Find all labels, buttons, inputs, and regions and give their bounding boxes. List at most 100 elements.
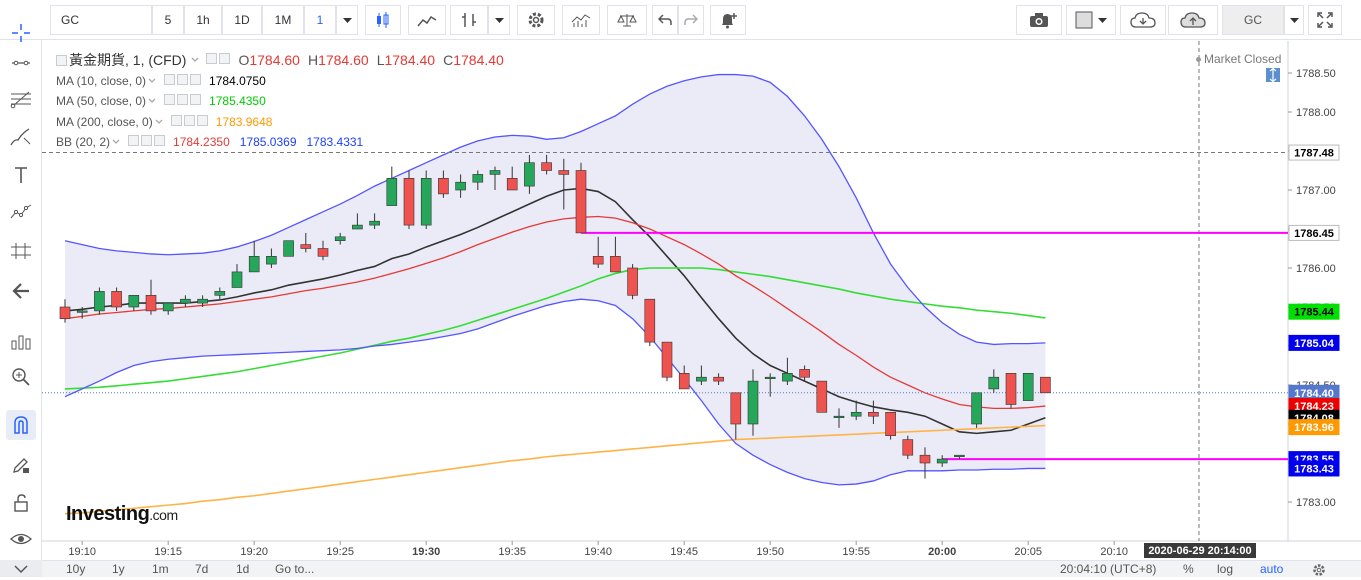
collapse-toolbar-button[interactable] [0,560,42,577]
study-label: MA (200, close, 0) [56,114,153,129]
chevron-down-icon [1289,17,1299,23]
layout-button[interactable] [1066,5,1116,35]
chevron-down-icon[interactable] [146,96,158,106]
interval-1d-button[interactable]: 1D [222,5,262,35]
chevron-down-icon[interactable] [146,76,158,86]
candles-style-button[interactable] [365,5,401,35]
study-ma10-row[interactable]: MA (10, close, 0) 1784.0750 [56,71,504,92]
symbol-input[interactable]: GC [50,5,152,35]
x-tick-label: 19:45 [670,546,698,558]
measure-tool[interactable] [6,326,36,356]
series-line-1 [64,267,1046,390]
hide-toolbar-button[interactable] [6,276,36,306]
range-1y-button[interactable]: 1y [112,562,125,576]
bar-style-button[interactable] [450,5,488,35]
redo-button[interactable] [678,5,704,35]
settings-button[interactable] [517,5,555,35]
candle-body [214,291,226,296]
settings-icon[interactable] [206,53,218,65]
candle-body [76,310,88,313]
price-label: 1783.43 [1294,463,1334,475]
symbol-select-dropdown[interactable] [1284,5,1304,35]
study-ma50-row[interactable]: MA (50, close, 0) 1785.4350 [56,91,504,112]
alert-button[interactable] [710,5,746,35]
ohlc-close-label: C [443,52,454,69]
camera-icon [1030,13,1048,27]
visibility-tool[interactable] [6,524,36,554]
lock-tool[interactable] [6,488,36,518]
chevron-down-icon[interactable] [153,117,165,127]
settings-icon[interactable] [183,114,195,126]
candle-body [59,306,71,319]
log-scale-button[interactable]: log [1217,562,1234,576]
gear-icon [528,12,544,28]
scroll-to-latest-button[interactable] [1266,67,1280,83]
line-style-button[interactable] [408,5,446,35]
range-10y-button[interactable]: 10y [66,562,86,576]
symbol-select[interactable]: GC [1222,5,1284,35]
indicators-button[interactable] [562,5,600,35]
x-tick-label: 19:40 [584,546,612,558]
close-icon[interactable] [196,114,208,126]
crosshair-tool[interactable] [6,18,36,48]
interval-5-button[interactable]: 5 [152,5,184,35]
candle-body [850,411,862,417]
chevron-down-icon[interactable] [110,137,122,147]
drawing-mode-tool[interactable] [6,450,36,480]
prediction-tool[interactable] [6,236,36,266]
screenshot-button[interactable] [1016,5,1062,35]
visibility-icon[interactable] [164,94,176,106]
settings-icon[interactable] [219,53,231,65]
interval-dropdown-button[interactable] [336,5,358,35]
candle-body [145,294,157,312]
area-chart-icon [417,15,437,27]
auto-scale-button[interactable]: auto [1260,562,1284,576]
close-icon[interactable] [154,135,166,147]
y-tick-label: 1787.00 [1296,185,1336,197]
horizontal-line-icon [12,60,30,66]
candle-body [713,376,724,382]
study-bb-row[interactable]: BB (20, 2) 1784.2350 1785.0369 1783.4331 [56,132,504,153]
range-7d-button[interactable]: 7d [195,562,209,576]
text-tool[interactable] [6,160,36,190]
series-line-5 [64,298,1046,486]
candle-body [197,298,208,304]
trend-line-tool[interactable] [6,48,36,78]
chevron-down-icon[interactable] [190,55,200,65]
range-1d-button[interactable]: 1d [236,562,250,576]
visibility-icon[interactable] [170,114,182,126]
goto-button[interactable]: Go to... [275,562,315,576]
magnet-tool[interactable] [6,410,36,440]
gear-icon[interactable] [1312,563,1326,577]
close-icon[interactable] [190,94,202,106]
interval-1h-button[interactable]: 1h [184,5,222,35]
brush-tool[interactable] [6,122,36,152]
fibonacci-tool[interactable] [6,84,36,114]
interval-1m-button[interactable]: 1M [262,5,304,35]
settings-icon[interactable] [141,135,153,147]
interval-1-button[interactable]: 1 [304,5,336,35]
settings-icon[interactable] [177,94,189,106]
close-icon[interactable] [190,73,202,85]
chart-type-dropdown-button[interactable] [488,5,510,35]
fullscreen-button[interactable] [1308,5,1342,35]
visibility-icon[interactable] [164,73,176,85]
candle-body [782,372,793,382]
price-label: 1785.44 [1294,307,1335,319]
study-ma200-row[interactable]: MA (200, close, 0) 1783.9648 [56,112,504,133]
percent-scale-button[interactable]: % [1183,562,1194,576]
candle-body [180,298,191,304]
save-chart-button[interactable] [1168,5,1218,35]
candle-body [455,181,466,191]
x-tick-label: 20:00 [928,546,956,558]
compare-button[interactable] [607,5,647,35]
range-1m-button[interactable]: 1m [152,562,169,576]
load-chart-button[interactable] [1120,5,1166,35]
settings-icon[interactable] [177,73,189,85]
pattern-tool[interactable] [6,196,36,226]
visibility-icon[interactable] [128,135,140,147]
undo-button[interactable] [652,5,678,35]
collapse-icon[interactable] [56,54,67,66]
zoom-tool[interactable] [6,362,36,392]
